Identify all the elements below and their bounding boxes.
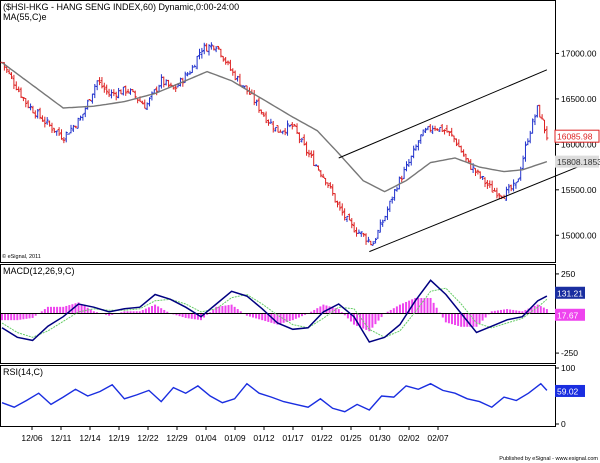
- rsi-y-tick-label: 0: [561, 419, 566, 429]
- price-y-tick-label: 15500.00: [561, 185, 597, 195]
- x-tick-label: 12/06: [21, 433, 43, 443]
- price-y-tick-label: 16500.00: [561, 94, 597, 104]
- last-price-badge: 16085.98: [557, 132, 593, 142]
- macd-hist-badge: 17.67: [557, 310, 579, 320]
- x-tick-label: 01/25: [340, 433, 362, 443]
- macd-lines: [1, 279, 548, 343]
- price-y-tick-label: 16000.00: [561, 139, 597, 149]
- rsi-title: RSI(14,C): [3, 367, 43, 377]
- trend-channel: [338, 69, 578, 253]
- macd-badges: 131.21 17.67: [555, 286, 585, 321]
- rsi-line: [1, 382, 548, 413]
- price-candles: [0, 42, 549, 246]
- price-y-tick-label: 15000.00: [561, 230, 597, 240]
- ma-series: [1, 61, 548, 193]
- macd-hist-badge-bg: [555, 308, 585, 321]
- copyright-text: © eSignal, 2011: [2, 253, 41, 260]
- price-y-tick-label: 17000.00: [561, 48, 597, 58]
- channel-upper-line: [338, 69, 548, 159]
- channel-lower-line: [369, 166, 578, 253]
- rsi-y-tick-label: 100: [561, 363, 575, 373]
- macd-value-badge: 131.21: [557, 288, 583, 298]
- macd-line: [1, 279, 548, 343]
- rsi-value-badge-bg: [555, 384, 585, 397]
- macd-y-axis: 250 -250: [555, 269, 578, 358]
- macd-y-tick-label: 250: [561, 269, 575, 279]
- x-tick-label: 12/14: [79, 433, 101, 443]
- x-tick-label: 01/17: [282, 433, 304, 443]
- rsi-series: [1, 382, 548, 413]
- ma-value-badge-bg: [555, 155, 599, 168]
- x-tick-label: 02/07: [427, 433, 449, 443]
- x-tick-label: 12/29: [166, 433, 188, 443]
- rsi-value-badge: 59.02: [557, 386, 579, 396]
- x-tick-label: 01/04: [195, 433, 217, 443]
- x-tick-label: 01/30: [369, 433, 391, 443]
- x-tick-label: 02/02: [398, 433, 420, 443]
- x-tick-label: 01/22: [311, 433, 333, 443]
- x-tick-label: 12/11: [51, 433, 72, 443]
- price-chart-title: ($HSI-HKG - HANG SENG INDEX,60) Dynamic,…: [3, 2, 239, 12]
- rsi-badges: 59.02: [555, 384, 585, 397]
- ma-value-badge: 15808.1853: [557, 157, 600, 167]
- x-tick-label: 01/09: [224, 433, 246, 443]
- macd-value-badge-bg: [555, 286, 585, 299]
- macd-histogram: [1, 297, 548, 332]
- price-badges: 16085.98 15808.1853: [554, 129, 600, 168]
- rsi-y-axis: 100 0: [555, 363, 575, 429]
- last-price-badge-bg: [554, 129, 600, 143]
- x-axis: 12/06 12/11 12/14 12/19 12/22 12/29 01/04 01/09…: [21, 426, 449, 443]
- footer-published: Published by eSignal - www.esignal.com: [499, 456, 598, 462]
- rsi-panel-frame: [0, 365, 556, 427]
- ma-label: MA(55,C)e: [3, 12, 47, 22]
- x-tick-label: 01/12: [253, 433, 275, 443]
- ma-line: [1, 61, 548, 193]
- x-tick-label: 12/22: [137, 433, 159, 443]
- macd-title: MACD(12,26,9,C): [3, 266, 75, 276]
- macd-signal-line: [1, 287, 548, 338]
- price-y-axis: 15000.00 15500.00 16000.00 16500.00 17000.00: [555, 48, 597, 240]
- macd-y-tick-label: -250: [561, 348, 578, 358]
- x-tick-label: 12/19: [108, 433, 130, 443]
- panel-frames: [0, 0, 556, 427]
